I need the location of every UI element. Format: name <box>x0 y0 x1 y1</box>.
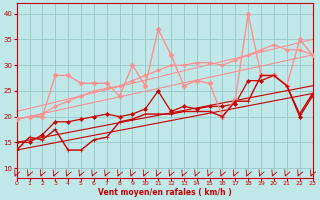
X-axis label: Vent moyen/en rafales ( km/h ): Vent moyen/en rafales ( km/h ) <box>98 188 231 197</box>
